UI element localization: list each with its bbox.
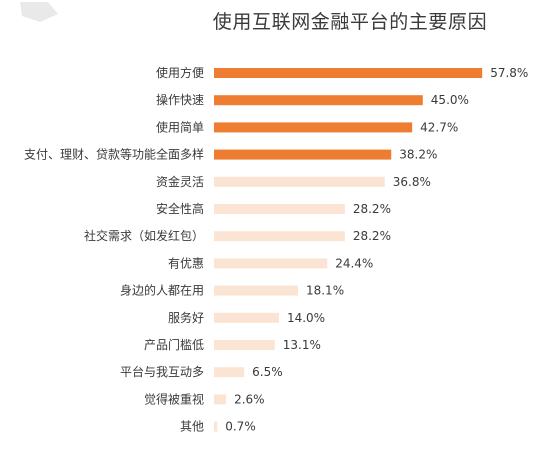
category-label: 有优惠 <box>168 256 204 270</box>
bar <box>214 340 275 350</box>
value-label: 36.8% <box>393 175 431 189</box>
category-label: 资金灵活 <box>156 174 204 189</box>
bar <box>214 421 218 432</box>
bar <box>214 231 345 242</box>
value-label: 6.5% <box>252 365 283 379</box>
value-label: 42.7% <box>420 120 458 134</box>
value-label: 28.2% <box>353 229 391 243</box>
bar <box>214 95 423 106</box>
bar <box>214 312 279 323</box>
category-label: 服务好 <box>168 310 204 325</box>
category-label: 平台与我互动多 <box>120 364 204 379</box>
category-label: 其他 <box>180 420 204 434</box>
category-label: 安全性高 <box>156 201 204 216</box>
value-label: 14.0% <box>287 311 325 325</box>
bar <box>214 367 245 378</box>
category-label: 使用方便 <box>156 65 204 80</box>
category-label: 社交需求（如发红包） <box>84 228 204 243</box>
value-label: 24.4% <box>335 256 373 270</box>
bar <box>214 68 483 78</box>
value-label: 18.1% <box>306 284 344 298</box>
category-label: 产品门槛低 <box>144 337 204 352</box>
watermark-logo <box>20 2 58 22</box>
value-label: 45.0% <box>431 93 469 107</box>
value-label: 0.7% <box>225 420 256 434</box>
bar <box>214 204 345 214</box>
bar <box>214 285 298 296</box>
category-label: 觉得被重视 <box>144 391 204 406</box>
bar <box>214 149 392 160</box>
value-label: 28.2% <box>353 202 391 216</box>
bar <box>214 122 413 133</box>
category-label: 操作快速 <box>156 92 204 107</box>
value-label: 38.2% <box>399 148 437 162</box>
chart-title: 使用互联网金融平台的主要原因 <box>213 11 487 33</box>
category-label: 支付、理财、贷款等功能全面多样 <box>24 147 204 162</box>
category-label: 使用简单 <box>156 119 204 134</box>
value-label: 57.8% <box>490 66 528 80</box>
category-label: 身边的人都在用 <box>120 283 204 298</box>
value-label: 13.1% <box>283 338 321 352</box>
bars-layer: 使用方便 57.8% 操作快速 45.0% 使用简单 42.7% 支付、理财、贷款等功能全面… <box>24 65 528 434</box>
value-label: 2.6% <box>234 392 265 406</box>
bar <box>214 176 385 187</box>
bar <box>214 394 227 405</box>
bar <box>214 258 328 269</box>
